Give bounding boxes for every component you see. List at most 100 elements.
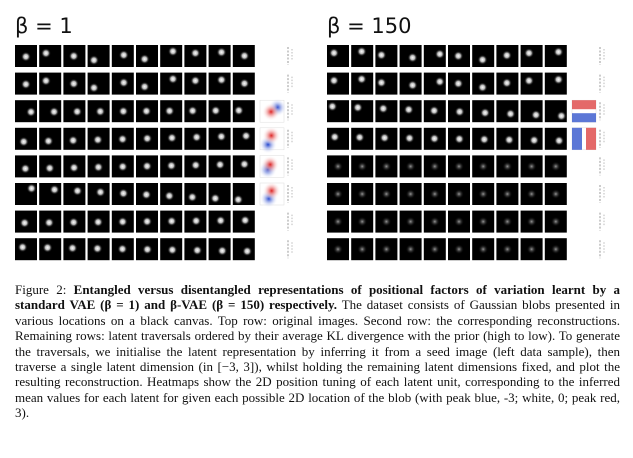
blob [454, 189, 464, 199]
blob [478, 82, 488, 92]
blob [527, 244, 537, 254]
blob [43, 243, 53, 253]
blob [478, 189, 488, 199]
blob [140, 82, 150, 92]
blob [141, 190, 151, 200]
blob [69, 79, 79, 89]
blob [168, 74, 178, 84]
blob [435, 77, 445, 87]
blob [551, 161, 561, 171]
blob [333, 217, 343, 227]
blob [89, 55, 99, 65]
blob [119, 50, 129, 60]
blob [553, 75, 563, 85]
blob [45, 163, 55, 173]
blob [381, 161, 391, 171]
blob [357, 217, 367, 227]
blob [333, 189, 343, 199]
blob [72, 186, 82, 196]
blob [406, 217, 416, 227]
blob [142, 133, 152, 143]
blob [502, 189, 512, 199]
blob [502, 217, 512, 227]
blob [167, 216, 177, 226]
blob [215, 160, 225, 170]
blob [502, 244, 512, 254]
blob [502, 161, 512, 171]
blob [380, 133, 390, 143]
blob [68, 135, 78, 145]
blob [190, 48, 200, 58]
blob [453, 79, 463, 89]
heat-red [262, 127, 280, 145]
blob [239, 78, 249, 88]
blob [455, 107, 465, 117]
blob [164, 191, 174, 201]
blob [381, 244, 391, 254]
blob [216, 47, 226, 57]
blob [327, 101, 337, 111]
panel-title: β = 1 [15, 14, 73, 38]
blob [167, 245, 177, 255]
blob [26, 107, 36, 117]
blob [95, 106, 105, 116]
heat-red [262, 103, 280, 121]
blob [381, 217, 391, 227]
blob [192, 132, 202, 142]
blob [376, 50, 386, 60]
blob [187, 192, 197, 202]
blob [553, 47, 563, 57]
blob [435, 49, 445, 59]
blob [504, 135, 514, 145]
blob [216, 216, 226, 226]
blob [119, 78, 129, 88]
blob [376, 78, 386, 88]
blob [49, 107, 59, 117]
blob [478, 161, 488, 171]
blob [330, 132, 340, 142]
blob [551, 244, 561, 254]
blob [190, 76, 200, 86]
blob [93, 217, 103, 227]
blob [502, 78, 512, 88]
blob [168, 46, 178, 56]
blob [357, 46, 367, 56]
blob [72, 107, 82, 117]
blob [355, 132, 365, 142]
blob [378, 104, 388, 114]
blob [191, 160, 201, 170]
blob [93, 162, 103, 172]
blob [551, 217, 561, 227]
blob [118, 188, 128, 198]
blob [41, 48, 51, 58]
blob [118, 106, 128, 116]
blob [242, 246, 252, 256]
blob [239, 51, 249, 61]
blob [554, 136, 564, 146]
blob [19, 137, 29, 147]
blob [21, 79, 31, 89]
blob [329, 48, 339, 58]
blob [166, 161, 176, 171]
blob [404, 105, 414, 115]
heat-red [261, 156, 279, 174]
blob [20, 164, 30, 174]
blob [241, 131, 251, 141]
blob [357, 74, 367, 84]
blob [524, 48, 534, 58]
blob [43, 136, 53, 146]
blob [454, 217, 464, 227]
blob [531, 110, 541, 120]
blob [502, 50, 512, 60]
blob [406, 189, 416, 199]
blob [41, 76, 51, 86]
blob [453, 51, 463, 61]
blob [333, 161, 343, 171]
blob [188, 106, 198, 116]
blob [357, 244, 367, 254]
heat-red [586, 128, 596, 150]
blob [89, 83, 99, 93]
blob [69, 51, 79, 61]
blob [216, 132, 226, 142]
blob [430, 244, 440, 254]
